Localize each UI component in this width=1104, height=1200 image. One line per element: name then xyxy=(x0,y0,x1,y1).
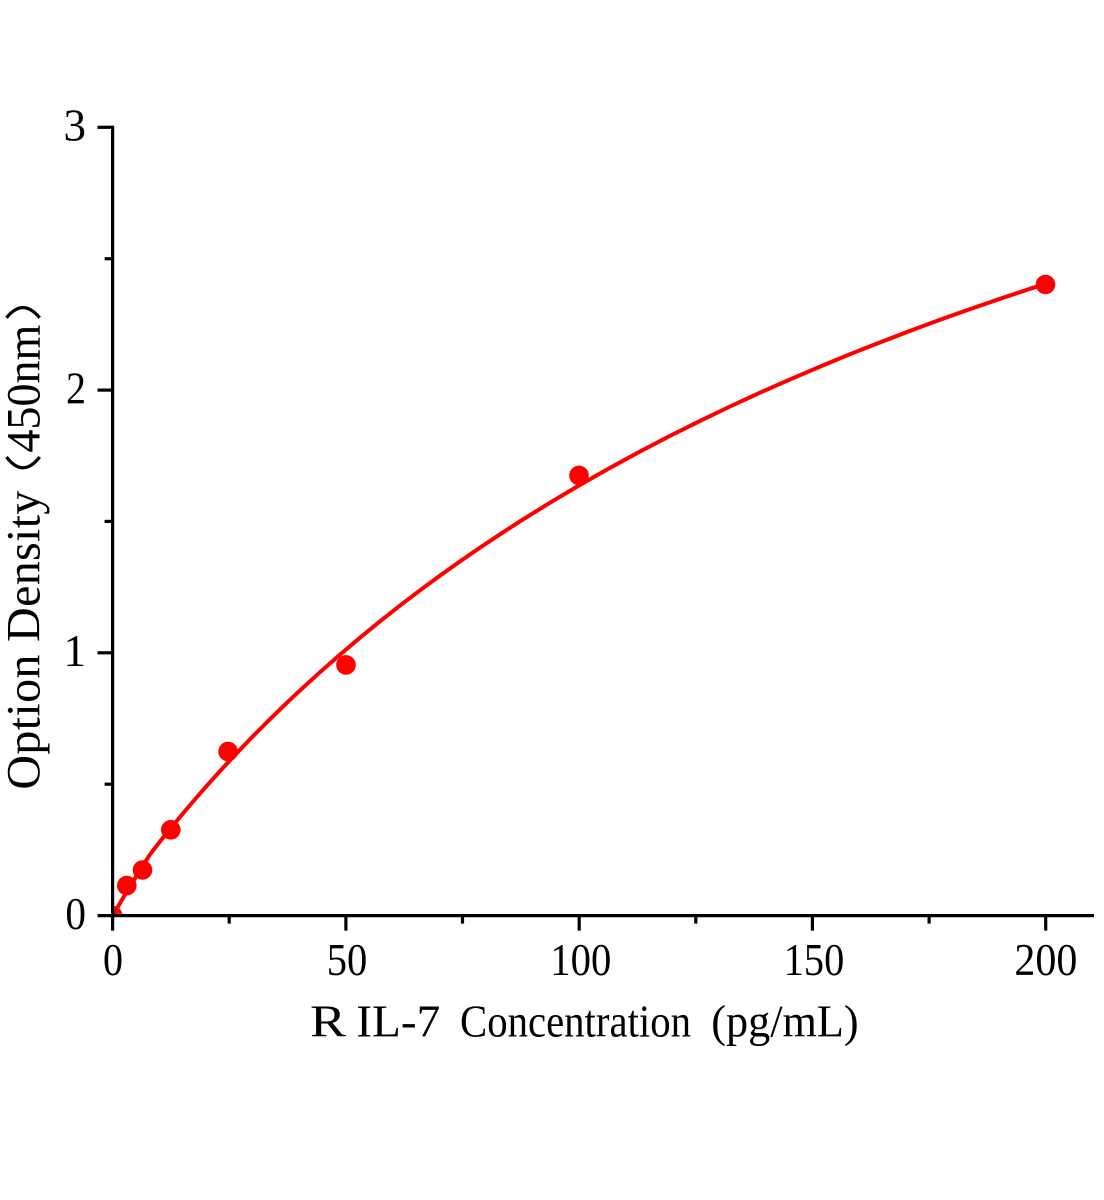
svg-text:50: 50 xyxy=(327,935,368,985)
svg-text:Concentration: Concentration xyxy=(460,996,691,1047)
svg-text:150: 150 xyxy=(784,935,845,985)
svg-text:200: 200 xyxy=(1014,935,1077,985)
svg-text:100: 100 xyxy=(550,935,611,985)
svg-text:(pg/mL): (pg/mL) xyxy=(711,996,858,1047)
svg-text:IL-7: IL-7 xyxy=(356,996,440,1047)
svg-text:0: 0 xyxy=(103,935,123,985)
svg-text:0: 0 xyxy=(65,889,86,939)
svg-text:Option Density: Option Density xyxy=(0,491,51,790)
svg-text:R: R xyxy=(310,996,346,1047)
svg-text:1: 1 xyxy=(64,626,87,676)
svg-text:3: 3 xyxy=(64,101,87,151)
svg-text:450nm: 450nm xyxy=(0,325,51,453)
svg-text:2: 2 xyxy=(66,363,86,413)
